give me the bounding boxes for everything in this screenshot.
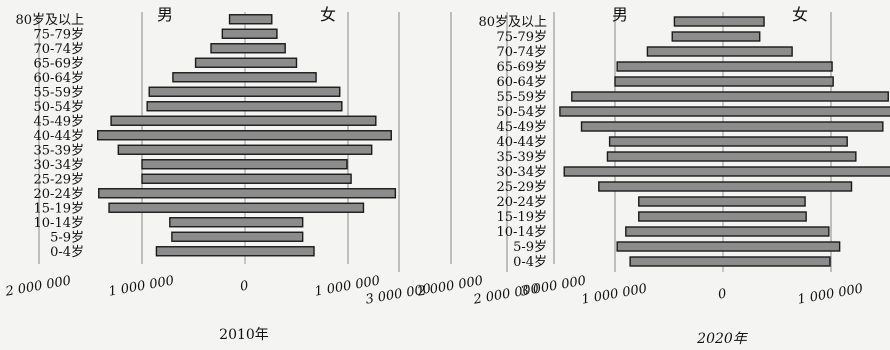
age-group-label: 5-9岁	[50, 230, 84, 245]
bar-1	[221, 28, 278, 39]
x-tick-label: 1 000 000	[108, 273, 176, 299]
bar-8	[97, 130, 392, 141]
age-group-label: 60-64岁	[34, 71, 84, 86]
bar-15	[616, 241, 841, 252]
x-tick-label: 1 000 000	[581, 281, 649, 307]
x-tick-label: 1 000 000	[797, 281, 865, 307]
bar-0	[673, 16, 765, 27]
age-group-label: 45-49岁	[497, 120, 547, 135]
age-group-label: 15-19岁	[497, 210, 547, 225]
age-group-label: 60-64岁	[497, 75, 547, 90]
age-group-label: 35-39岁	[497, 150, 547, 165]
age-group-label: 80岁及以上	[478, 15, 547, 30]
bar-9	[117, 144, 373, 155]
male-label: 男	[157, 5, 173, 24]
bar-1	[671, 31, 761, 42]
age-group-label: 20-24岁	[34, 187, 84, 202]
bar-15	[171, 231, 304, 242]
age-group-label: 5-9岁	[513, 240, 547, 255]
age-group-label: 65-69岁	[34, 56, 84, 71]
age-group-label: 65-69岁	[497, 60, 547, 75]
male-label: 男	[612, 5, 628, 24]
bar-10	[141, 159, 348, 170]
age-group-label: 55-59岁	[34, 85, 84, 100]
bar-16	[155, 246, 315, 257]
bar-16	[629, 256, 831, 267]
age-group-label: 50-54岁	[34, 100, 84, 115]
bar-11	[141, 173, 352, 184]
bar-14	[169, 217, 304, 228]
female-label: 女	[792, 5, 808, 24]
x-tick-label: 0	[717, 286, 728, 302]
bar-2	[210, 43, 286, 54]
age-group-label: 0-4岁	[513, 255, 547, 270]
age-group-label: 75-79岁	[497, 30, 547, 45]
age-group-label: 30-34岁	[34, 158, 84, 173]
age-group-label: 70-74岁	[497, 45, 547, 60]
age-group-label: 40-44岁	[34, 129, 84, 144]
bar-3	[616, 61, 833, 72]
age-group-label: 45-49岁	[34, 114, 84, 129]
bar-9	[606, 151, 857, 162]
bar-2	[646, 46, 793, 57]
age-group-label: 25-29岁	[34, 172, 84, 187]
bar-7	[110, 115, 377, 126]
age-group-label: 0-4岁	[50, 245, 84, 260]
bar-10	[563, 166, 890, 177]
age-group-label: 70-74岁	[34, 42, 84, 57]
bar-8	[608, 136, 848, 147]
age-group-label: 40-44岁	[497, 135, 547, 150]
age-group-label: 75-79岁	[34, 27, 84, 42]
bar-12	[638, 196, 806, 207]
age-group-label: 30-34岁	[497, 165, 547, 180]
bar-7	[580, 121, 884, 132]
age-group-label: 20-24岁	[497, 195, 547, 210]
chart-title: 2020年	[696, 331, 749, 347]
x-tick-label: 0	[239, 278, 250, 294]
bar-5	[571, 91, 889, 102]
age-group-label: 10-14岁	[497, 225, 547, 240]
pyramid-2010-panel: 80岁及以上75-79岁70-74岁65-69岁60-64岁55-59岁50-5…	[4, 5, 588, 343]
bar-0	[228, 14, 273, 25]
x-tick-label: 2 000 000	[4, 273, 73, 299]
bar-14	[625, 226, 830, 237]
bar-13	[638, 211, 807, 222]
bar-6	[559, 106, 890, 117]
age-group-label: 10-14岁	[34, 216, 84, 231]
bar-12	[98, 188, 397, 199]
bar-4	[614, 76, 834, 87]
age-group-label: 55-59岁	[497, 90, 547, 105]
bar-5	[148, 86, 341, 97]
age-group-label: 25-29岁	[497, 180, 547, 195]
age-group-label: 50-54岁	[497, 105, 547, 120]
bar-13	[108, 202, 365, 213]
bar-4	[172, 72, 317, 83]
age-group-label: 35-39岁	[34, 143, 84, 158]
bar-11	[598, 181, 853, 192]
age-group-label: 80岁及以上	[15, 13, 84, 28]
age-group-label: 15-19岁	[34, 201, 84, 216]
pyramid-2020-panel: 80岁及以上75-79岁70-74岁65-69岁60-64岁55-59岁50-5…	[365, 5, 890, 347]
bar-3	[194, 57, 298, 68]
bar-6	[146, 101, 343, 112]
chart-title: 2010年	[219, 327, 269, 343]
female-label: 女	[320, 5, 336, 24]
